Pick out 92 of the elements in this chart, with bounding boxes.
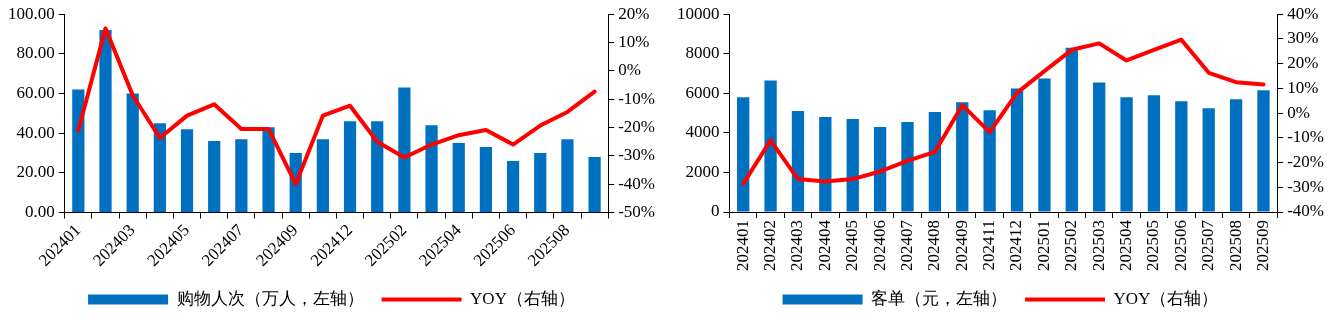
y2-tick-label: -40% xyxy=(1287,201,1325,221)
y2-tick-label: -50% xyxy=(618,201,656,221)
x-tick-label: 202505 xyxy=(1143,220,1163,271)
x-tick-label: 202408 xyxy=(924,220,944,271)
x-tick-label: 202404 xyxy=(814,219,834,271)
bar xyxy=(561,139,574,213)
bar xyxy=(180,129,194,213)
bar xyxy=(235,139,248,213)
y-tick-label: 60.00 xyxy=(16,82,55,102)
y-tick-label: 8000 xyxy=(685,43,720,63)
bar xyxy=(588,156,601,213)
bar xyxy=(506,160,520,213)
y2-tick-label: 0% xyxy=(618,60,641,80)
y2-tick-label: 20% xyxy=(1287,53,1319,73)
y-tick-label: 10000 xyxy=(677,3,720,23)
x-tick-label: 202411 xyxy=(979,220,999,271)
x-tick-label: 202407 xyxy=(896,219,916,271)
x-tick-label: 202502 xyxy=(1061,220,1081,271)
bar xyxy=(1093,82,1106,212)
y-tick-label: 2000 xyxy=(685,161,720,181)
y-tick-label: 40.00 xyxy=(16,122,55,142)
legend-label: YOY（右轴） xyxy=(1113,288,1219,308)
bar xyxy=(126,93,139,213)
legend-label: YOY（右轴） xyxy=(470,288,575,308)
bar xyxy=(983,110,996,212)
bar xyxy=(901,122,914,212)
x-tick-label: 202403 xyxy=(787,220,807,271)
bar xyxy=(99,30,112,213)
bar xyxy=(72,89,85,213)
bar xyxy=(737,97,750,212)
bar xyxy=(819,117,832,212)
bar xyxy=(153,123,166,213)
bar xyxy=(208,141,221,213)
bar xyxy=(479,147,493,213)
y2-tick-label: 0% xyxy=(1287,102,1310,122)
y2-tick-label: -30% xyxy=(618,145,656,165)
y2-tick-label: -20% xyxy=(1287,152,1325,172)
bar xyxy=(846,119,859,212)
y2-tick-label: 40% xyxy=(1287,3,1319,23)
x-tick-label: 202509 xyxy=(1252,220,1272,271)
bar xyxy=(343,121,357,213)
legend-label: 客单（元，左轴） xyxy=(871,288,1008,308)
bar xyxy=(371,121,384,213)
bar xyxy=(928,112,942,212)
bar xyxy=(262,127,275,213)
bar xyxy=(1120,97,1133,212)
bar xyxy=(398,87,411,213)
y-tick-label: 80.00 xyxy=(16,43,55,63)
x-tick-label: 202501 xyxy=(1033,220,1053,271)
bar xyxy=(764,80,777,212)
y-tick-label: 100.00 xyxy=(8,3,55,23)
x-tick-label: 202409 xyxy=(951,220,971,271)
x-tick-label: 202504 xyxy=(1116,219,1136,271)
bar xyxy=(956,102,969,212)
bar xyxy=(316,139,329,213)
x-tick-label: 202412 xyxy=(1006,220,1026,271)
bar xyxy=(1065,47,1078,212)
y2-tick-label: -30% xyxy=(1287,176,1325,196)
y2-tick-label: 10% xyxy=(1287,77,1319,97)
bar xyxy=(1038,78,1051,212)
y2-tick-label: 30% xyxy=(1287,28,1319,48)
y2-tick-label: -20% xyxy=(618,116,656,136)
x-tick-label: 202508 xyxy=(1225,220,1245,271)
y-tick-label: 20.00 xyxy=(16,162,55,182)
bar xyxy=(1202,108,1215,212)
bar xyxy=(791,111,805,212)
x-tick-label: 202507 xyxy=(1198,219,1218,271)
bar xyxy=(1257,90,1270,212)
y2-tick-label: -10% xyxy=(618,88,656,108)
x-tick-label: 202402 xyxy=(760,220,780,271)
legend-label: 购物人次（万人，左轴） xyxy=(176,288,364,308)
y2-tick-label: 10% xyxy=(618,32,650,51)
x-tick-label: 202405 xyxy=(842,220,862,271)
bar xyxy=(873,126,887,212)
bar xyxy=(1175,101,1188,212)
x-tick-label: 202401 xyxy=(732,220,752,271)
bar xyxy=(1147,95,1161,212)
bar xyxy=(425,125,438,213)
bar xyxy=(452,143,465,213)
y2-tick-label: -10% xyxy=(1287,127,1325,147)
bar xyxy=(1229,99,1243,212)
bar xyxy=(1010,88,1024,212)
y-tick-label: 0 xyxy=(711,201,720,221)
x-tick-label: 202406 xyxy=(869,220,889,271)
y2-tick-label: 20% xyxy=(618,3,650,23)
y-tick-label: 6000 xyxy=(685,82,720,102)
y-tick-label: 4000 xyxy=(685,122,720,142)
bar xyxy=(534,153,547,213)
x-tick-label: 202506 xyxy=(1170,220,1190,271)
x-tick-label: 202503 xyxy=(1088,220,1108,271)
y2-tick-label: -40% xyxy=(618,173,656,193)
y-tick-label: 0.00 xyxy=(25,201,55,221)
